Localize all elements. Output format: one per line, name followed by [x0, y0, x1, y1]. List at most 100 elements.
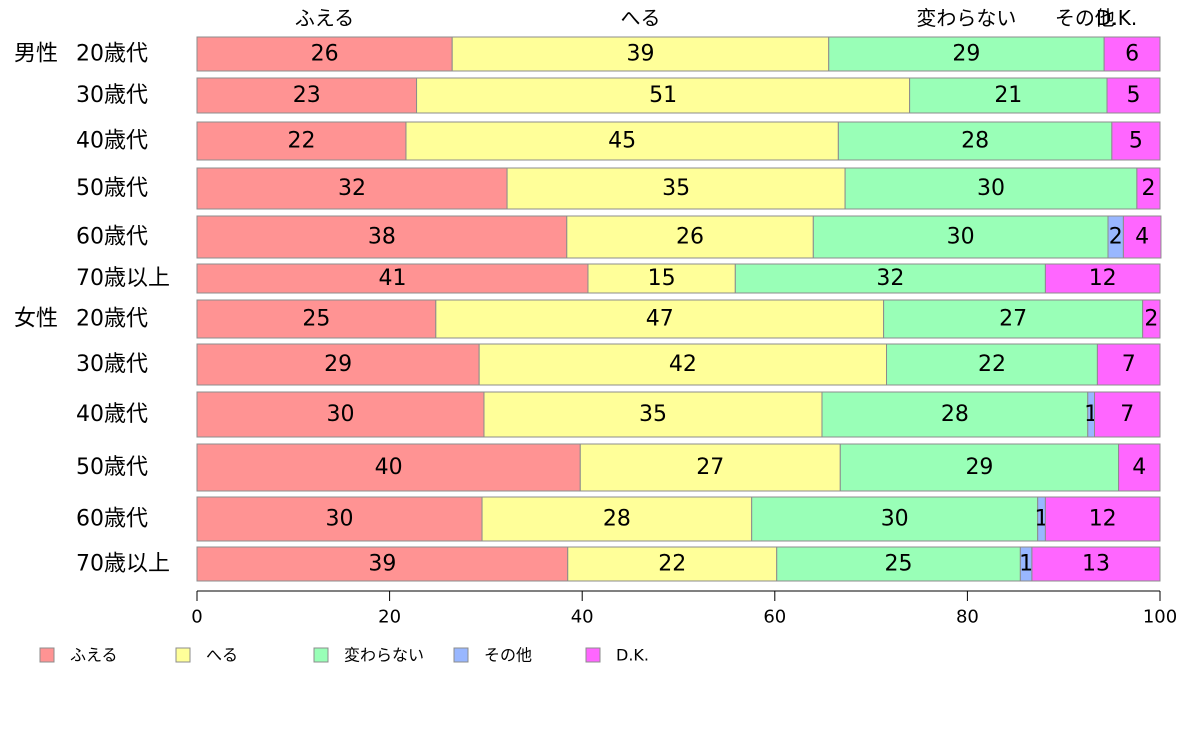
top-series-label: へる — [620, 6, 660, 30]
category-label: 50歳代 — [76, 176, 148, 201]
data-label: 7 — [1120, 402, 1134, 427]
data-label: 25 — [302, 307, 330, 332]
bar-segment — [506, 167, 846, 210]
data-label: 27 — [696, 455, 724, 480]
category-label: 60歳代 — [76, 225, 148, 250]
bar-segment — [776, 546, 1021, 582]
bar-segment — [196, 121, 407, 161]
bar-segment — [1136, 167, 1161, 210]
data-label: 5 — [1127, 83, 1141, 108]
bar-segment — [1118, 443, 1161, 492]
legend-label: へる — [206, 646, 238, 665]
legend-label: その他 — [484, 646, 532, 665]
bar-segment — [483, 391, 823, 438]
data-label: 28 — [603, 507, 631, 532]
data-label: 29 — [324, 352, 352, 377]
data-label: 27 — [999, 307, 1027, 332]
data-label: 45 — [608, 129, 636, 154]
bar-segment — [196, 496, 483, 542]
data-label: 30 — [881, 507, 909, 532]
data-label: 7 — [1122, 352, 1136, 377]
data-label: 38 — [368, 225, 396, 250]
bar-segment — [196, 299, 437, 339]
bar-segment — [196, 167, 508, 210]
data-label: 13 — [1082, 552, 1110, 577]
bar-segment — [196, 77, 418, 114]
data-label: 26 — [676, 225, 704, 250]
bar-segment — [1122, 215, 1162, 259]
bar-segment — [587, 263, 736, 294]
x-tick-label: 20 — [378, 607, 401, 628]
bar-segment — [196, 215, 568, 259]
bar-segment — [566, 215, 814, 259]
bar-segment — [196, 343, 480, 386]
bar-segment — [196, 546, 569, 582]
bar-segment — [1103, 36, 1161, 72]
bar-segment — [1096, 343, 1161, 386]
data-label: 22 — [978, 352, 1006, 377]
bar-segment — [196, 36, 453, 72]
bar-segment — [828, 36, 1105, 72]
bar-segment — [481, 496, 753, 542]
bar-segment — [451, 36, 830, 72]
data-label: 2 — [1109, 225, 1123, 250]
bar-segment — [196, 391, 485, 438]
data-label: 35 — [662, 176, 690, 201]
x-tick-label: 40 — [571, 607, 594, 628]
data-label: 2 — [1144, 307, 1158, 332]
legend-label: ふえる — [70, 646, 118, 665]
data-label: 32 — [338, 176, 366, 201]
data-label: 6 — [1125, 42, 1139, 67]
data-label: 35 — [639, 402, 667, 427]
legend-swatch — [585, 647, 601, 663]
data-label: 15 — [648, 266, 676, 291]
legend-label: 変わらない — [344, 646, 424, 665]
category-label: 70歳以上 — [76, 552, 170, 577]
category-label: 40歳代 — [76, 402, 148, 427]
category-label: 50歳代 — [76, 455, 148, 480]
legend-swatch — [175, 647, 191, 663]
group-label: 男性 — [14, 42, 58, 67]
data-label: 30 — [326, 507, 354, 532]
bar-segment — [909, 77, 1108, 114]
bar-segment — [1094, 391, 1161, 438]
group-label: 女性 — [14, 307, 58, 332]
data-label: 51 — [649, 83, 677, 108]
data-label: 41 — [378, 266, 406, 291]
data-label: 22 — [287, 129, 315, 154]
data-label: 5 — [1129, 129, 1143, 154]
x-tick-label: 0 — [191, 607, 202, 628]
legend-swatch — [453, 647, 469, 663]
bar-segment — [405, 121, 839, 161]
legend-swatch — [39, 647, 55, 663]
data-label: 22 — [658, 552, 686, 577]
bar-segment — [1106, 77, 1161, 114]
data-label: 26 — [311, 42, 339, 67]
top-series-label: 変わらない — [916, 6, 1016, 30]
data-label: 30 — [947, 225, 975, 250]
bar-segment — [812, 215, 1109, 259]
data-label: 25 — [885, 552, 913, 577]
data-label: 29 — [952, 42, 980, 67]
data-label: 2 — [1141, 176, 1155, 201]
bar-segment — [839, 443, 1120, 492]
bar-segment — [751, 496, 1039, 542]
bar-segment — [883, 299, 1144, 339]
top-series-label: ふえる — [295, 6, 354, 30]
legend-swatch — [313, 647, 329, 663]
x-tick-label: 60 — [763, 607, 786, 628]
bar-segment — [1044, 496, 1161, 542]
data-label: 4 — [1135, 225, 1149, 250]
data-label: 4 — [1132, 455, 1146, 480]
category-label: 70歳以上 — [76, 266, 170, 291]
data-label: 39 — [626, 42, 654, 67]
category-label: 20歳代 — [76, 42, 148, 67]
data-label: 47 — [646, 307, 674, 332]
top-series-label: D.K. — [1096, 6, 1137, 30]
bar-segment — [478, 343, 888, 386]
bar-segment — [1031, 546, 1161, 582]
data-label: 30 — [977, 176, 1005, 201]
data-label: 40 — [375, 455, 403, 480]
data-label: 12 — [1089, 507, 1117, 532]
